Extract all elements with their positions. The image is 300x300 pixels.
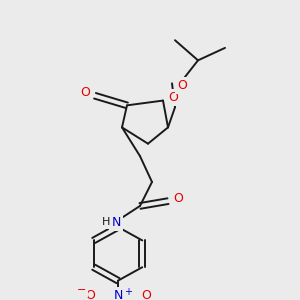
Text: O: O	[80, 86, 90, 99]
Text: O: O	[168, 91, 178, 104]
Text: N: N	[111, 216, 121, 229]
Text: N: N	[113, 289, 123, 300]
Text: O: O	[85, 289, 95, 300]
Text: O: O	[141, 289, 151, 300]
Text: H: H	[102, 217, 110, 227]
Text: +: +	[124, 287, 132, 297]
Text: O: O	[173, 192, 183, 205]
Text: −: −	[77, 285, 87, 295]
Text: O: O	[177, 79, 187, 92]
